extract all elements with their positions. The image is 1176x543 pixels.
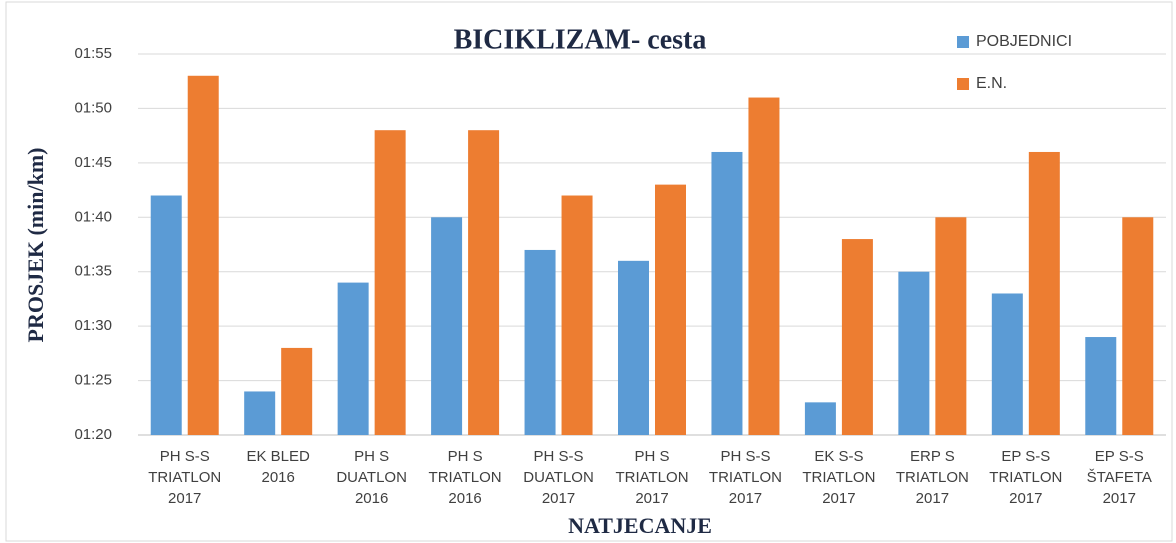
x-tick-label: TRIATLON [896, 469, 969, 486]
x-tick-label: TRIATLON [148, 469, 221, 486]
x-tick-label: 2016 [261, 469, 294, 486]
bar [431, 217, 463, 435]
bar [1028, 151, 1060, 435]
legend-label: E.N. [976, 75, 1007, 92]
x-tick-label: TRIATLON [802, 469, 875, 486]
x-tick-label: 2017 [635, 490, 668, 507]
legend-swatch [957, 36, 969, 48]
bar [337, 282, 369, 435]
x-axis-label: NATJECANJE [568, 513, 712, 538]
legend-swatch [957, 78, 969, 90]
x-tick-label: EK S-S [814, 448, 863, 465]
bar [711, 151, 743, 435]
bar [281, 347, 313, 435]
x-tick-label: PH S [354, 448, 389, 465]
bar [804, 402, 836, 435]
bar [841, 239, 873, 435]
x-tick-label: PH S-S [720, 448, 770, 465]
x-tick-label: 2016 [355, 490, 388, 507]
bar [374, 130, 406, 435]
x-tick-label: EP S-S [1001, 448, 1050, 465]
y-axis-label: PROSJEK (min/km) [23, 148, 48, 343]
y-tick-label: 01:25 [74, 372, 112, 389]
x-tick-label: EP S-S [1095, 448, 1144, 465]
y-tick-label: 01:40 [74, 208, 112, 225]
x-tick-label: PH S-S [534, 448, 584, 465]
x-tick-label: TRIATLON [429, 469, 502, 486]
bar [524, 249, 556, 435]
x-tick-label: TRIATLON [615, 469, 688, 486]
y-tick-label: 01:35 [74, 263, 112, 280]
bar [1122, 217, 1154, 435]
bar [655, 184, 686, 435]
x-tick-label: 2017 [1103, 490, 1136, 507]
chart-title: BICIKLIZAM- cesta [454, 24, 707, 55]
y-tick-label: 01:55 [74, 45, 112, 62]
bar [1085, 337, 1117, 435]
bar [150, 195, 182, 435]
bar [748, 97, 780, 436]
x-tick-label: 2016 [448, 490, 481, 507]
x-tick-label: EK BLED [246, 448, 310, 465]
x-tick-label: PH S [634, 448, 669, 465]
bar [991, 293, 1023, 435]
legend-label: POBJEDNICI [976, 33, 1072, 50]
y-tick-label: 01:45 [74, 154, 112, 171]
bar [618, 260, 649, 435]
x-tick-label: TRIATLON [989, 469, 1062, 486]
x-tick-label: 2017 [168, 490, 201, 507]
bar [187, 75, 219, 436]
y-tick-label: 01:30 [74, 317, 112, 334]
bar [561, 195, 593, 435]
x-tick-label: 2017 [542, 490, 575, 507]
bar [935, 217, 967, 435]
x-tick-label: ERP S [910, 448, 955, 465]
x-tick-label: PH S [448, 448, 483, 465]
x-tick-label: 2017 [729, 490, 762, 507]
y-tick-label: 01:50 [74, 99, 112, 116]
bar [468, 130, 500, 435]
x-tick-label: 2017 [916, 490, 949, 507]
x-tick-label: DUATLON [336, 469, 407, 486]
x-tick-label: PH S-S [160, 448, 210, 465]
x-tick-label: ŠTAFETA [1087, 469, 1152, 486]
x-tick-label: DUATLON [523, 469, 594, 486]
x-tick-label: 2017 [822, 490, 855, 507]
x-tick-label: 2017 [1009, 490, 1042, 507]
bar [244, 391, 276, 435]
x-tick-label: TRIATLON [709, 469, 782, 486]
y-tick-label: 01:20 [74, 426, 112, 443]
bar [898, 271, 930, 435]
